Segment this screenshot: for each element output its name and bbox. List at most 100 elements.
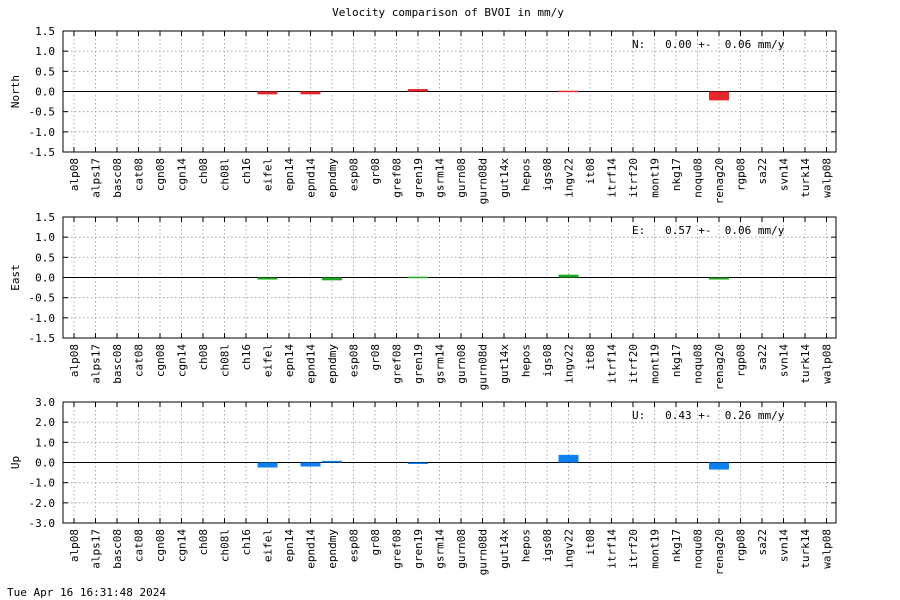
- x-tick-label: sa22: [756, 158, 769, 185]
- y-tick-label: -1.5: [29, 332, 56, 345]
- x-tick-label: gsrm14: [434, 158, 447, 198]
- bar-north-renag20: [709, 91, 729, 101]
- x-tick-label: basc08: [111, 529, 124, 569]
- bar-up-ingv22: [558, 454, 579, 463]
- y-tick-label: -1.0: [29, 126, 56, 139]
- plot-frame: [62, 30, 837, 153]
- x-tick-label: gurn08d: [477, 529, 490, 575]
- bar-up-gren19: [408, 462, 428, 464]
- x-tick-label: ch08: [197, 344, 210, 371]
- x-tick-label: ch08: [197, 529, 210, 556]
- x-tick-label: ch16: [240, 158, 253, 185]
- plot-frame: [62, 401, 837, 524]
- x-tick-label: ingv22: [563, 344, 576, 384]
- x-tick-label: itrf14: [606, 158, 619, 198]
- x-tick-label: noqu08: [692, 158, 705, 198]
- x-tick-label: cat08: [133, 344, 146, 377]
- x-tick-label: gut14x: [498, 158, 511, 198]
- y-tick-label: -0.5: [29, 106, 56, 119]
- y-tick-label: 1.5: [35, 25, 55, 38]
- y-tick-label: -3.0: [29, 517, 56, 530]
- x-tick-label: ch08l: [219, 529, 232, 562]
- x-tick-label: svn14: [778, 158, 791, 191]
- timestamp: Tue Apr 16 16:31:48 2024: [7, 586, 166, 599]
- y-tick-label: -1.0: [29, 477, 56, 490]
- bar-east-gren19: [408, 276, 428, 279]
- x-tick-label: walp08: [821, 344, 834, 384]
- x-tick-label: it08: [584, 529, 597, 556]
- x-tick-label: renag20: [713, 158, 726, 204]
- x-tick-label: turk14: [799, 158, 812, 198]
- x-tick-label: alps17: [90, 158, 103, 198]
- x-tick-label: mont19: [649, 344, 662, 384]
- y-tick-label: 1.5: [35, 211, 55, 224]
- x-tick-label: cgn08: [154, 529, 167, 562]
- y-tick-label: -1.0: [29, 312, 56, 325]
- x-tick-label: gr08: [369, 158, 382, 185]
- x-tick-label: gref08: [391, 344, 404, 384]
- x-tick-label: turk14: [799, 529, 812, 569]
- x-tick-label: mont19: [649, 158, 662, 198]
- x-tick-label: igs08: [541, 344, 554, 377]
- x-tick-label: cat08: [133, 529, 146, 562]
- x-tick-label: epn14: [283, 344, 296, 377]
- x-tick-label: epndmy: [326, 529, 339, 569]
- x-tick-label: mont19: [649, 529, 662, 569]
- x-tick-label: ch16: [240, 529, 253, 556]
- x-tick-label: esp08: [348, 158, 361, 191]
- y-tick-label: 1.0: [35, 436, 55, 449]
- x-tick-label: gr08: [369, 529, 382, 556]
- y-tick-label: 1.0: [35, 45, 55, 58]
- y-tick-label: 1.0: [35, 231, 55, 244]
- x-tick-label: sa22: [756, 344, 769, 371]
- velocity-annotation: E: 0.57 +- 0.06 mm/y: [632, 224, 785, 237]
- x-tick-label: renag20: [713, 529, 726, 575]
- bar-east-eifel: [257, 277, 278, 280]
- x-tick-label: gurn08: [455, 158, 468, 198]
- bar-up-eifel: [257, 462, 278, 468]
- x-tick-label: gr08: [369, 344, 382, 371]
- x-tick-label: rgp08: [735, 344, 748, 377]
- bar-north-gren19: [408, 89, 428, 92]
- x-tick-label: gurn08d: [477, 344, 490, 390]
- x-tick-label: turk14: [799, 344, 812, 384]
- x-tick-label: cgn14: [176, 158, 189, 191]
- bar-north-ingv22: [558, 90, 579, 93]
- x-tick-label: gren19: [412, 344, 425, 384]
- x-tick-label: cgn14: [176, 529, 189, 562]
- x-tick-label: cgn08: [154, 158, 167, 191]
- x-tick-label: nkg17: [670, 158, 683, 191]
- x-tick-label: alp08: [68, 344, 81, 377]
- panel-east: 1.5 1.0 0.5 0.0 -0.5 -1.0 -1.5 alp08 alps17 basc0…: [9, 211, 837, 390]
- bar-north-eifel: [257, 91, 278, 95]
- x-tick-label: itrf14: [606, 529, 619, 569]
- x-tick-label: epndmy: [326, 158, 339, 198]
- x-tick-label: epn14: [283, 158, 296, 191]
- x-tick-label: ingv22: [563, 158, 576, 198]
- x-tick-label: ingv22: [563, 529, 576, 569]
- x-tick-label: nkg17: [670, 344, 683, 377]
- x-tick-label: renag20: [713, 344, 726, 390]
- x-tick-label: hepos: [520, 529, 533, 562]
- x-tick-label: ch08: [197, 158, 210, 185]
- x-tick-label: eifel: [262, 344, 275, 377]
- x-tick-label: epn14: [283, 529, 296, 562]
- bar-north-epnd14: [300, 91, 321, 95]
- x-tick-label: hepos: [520, 158, 533, 191]
- x-tick-label: rgp08: [735, 529, 748, 562]
- x-tick-label: gut14x: [498, 344, 511, 384]
- velocity-annotation: U: 0.43 +- 0.26 mm/y: [632, 409, 785, 422]
- plot-frame: [62, 216, 837, 339]
- x-tick-label: noqu08: [692, 529, 705, 569]
- x-tick-label: epndmy: [326, 344, 339, 384]
- x-tick-label: cgn14: [176, 344, 189, 377]
- x-tick-label: gurn08: [455, 529, 468, 569]
- x-tick-label: basc08: [111, 344, 124, 384]
- x-tick-label: ch08l: [219, 344, 232, 377]
- x-tick-label: gut14x: [498, 529, 511, 569]
- x-tick-label: gurn08: [455, 344, 468, 384]
- x-tick-label: cgn08: [154, 344, 167, 377]
- y-tick-label: 0.0: [35, 86, 55, 99]
- figure-title: Velocity comparison of BVOI in mm/y: [332, 6, 564, 19]
